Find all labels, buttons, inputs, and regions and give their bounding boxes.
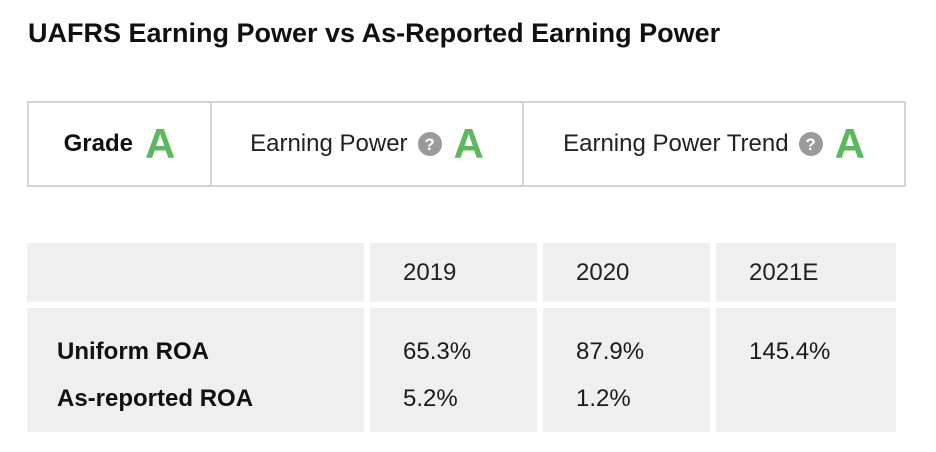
table-cell: 145.4%	[716, 308, 896, 366]
row-label: As-reported ROA	[27, 366, 364, 432]
grade-cell: Grade A	[29, 103, 210, 185]
help-icon[interactable]: ?	[417, 132, 442, 156]
table-cell: 87.9%	[543, 308, 710, 366]
help-icon[interactable]: ?	[798, 132, 823, 156]
page-title: UAFRS Earning Power vs As-Reported Earni…	[28, 18, 721, 48]
table-cell: 5.2%	[370, 366, 537, 432]
grade-label: Grade	[63, 130, 134, 157]
row-label: Uniform ROA	[27, 308, 364, 366]
table-header-empty	[27, 243, 364, 302]
table-row-as-reported-roa: As-reported ROA 5.2% 1.2%	[27, 366, 896, 432]
table-cell: 65.3%	[370, 308, 537, 366]
table-cell	[716, 366, 896, 432]
grade-value: A	[145, 120, 176, 167]
earning-power-trend-label: Earning Power Trend	[563, 130, 789, 157]
earning-power-label: Earning Power	[250, 130, 408, 157]
table-header-2021e: 2021E	[716, 243, 896, 302]
table-header-2020: 2020	[543, 243, 710, 302]
earning-power-trend-cell: Earning Power Trend ? A	[522, 103, 904, 185]
table-header-row: 2019 2020 2021E	[27, 243, 896, 302]
earning-power-trend-grade: A	[834, 120, 865, 167]
table-row-uniform-roa: Uniform ROA 65.3% 87.9% 145.4%	[27, 308, 896, 366]
earning-power-grade: A	[453, 120, 484, 167]
table-cell: 1.2%	[543, 366, 710, 432]
grade-summary-box: Grade A Earning Power ? A Earning Power …	[27, 101, 906, 187]
table-header-2019: 2019	[370, 243, 537, 302]
earning-power-cell: Earning Power ? A	[210, 103, 522, 185]
roa-table: 2019 2020 2021E Uniform ROA 65.3% 87.9% …	[21, 243, 902, 432]
